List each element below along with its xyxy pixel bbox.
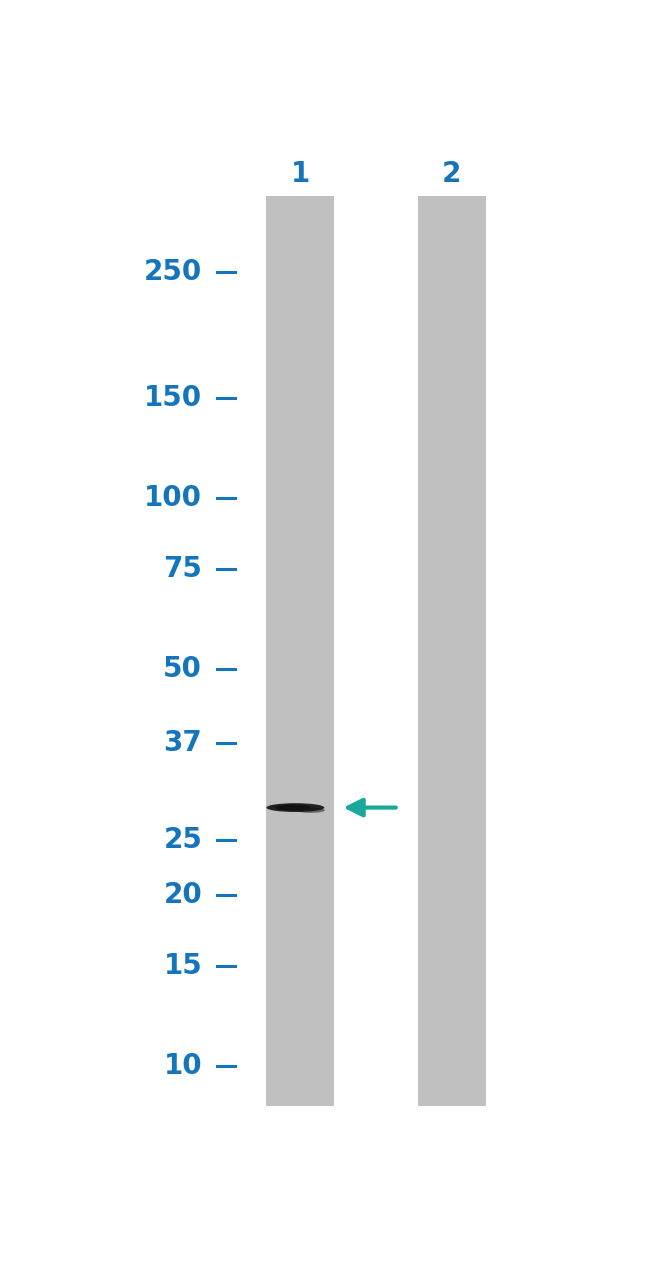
Ellipse shape xyxy=(296,808,325,813)
Text: 50: 50 xyxy=(163,655,202,683)
Text: 100: 100 xyxy=(144,484,202,512)
Bar xyxy=(417,197,486,1106)
Text: 10: 10 xyxy=(164,1052,202,1080)
Text: 15: 15 xyxy=(163,951,202,980)
Bar xyxy=(266,197,334,1106)
Text: 150: 150 xyxy=(144,384,202,413)
Ellipse shape xyxy=(276,804,310,810)
Text: 250: 250 xyxy=(144,258,202,286)
Text: 37: 37 xyxy=(163,729,202,757)
Ellipse shape xyxy=(266,803,324,812)
Text: 20: 20 xyxy=(163,881,202,909)
Text: 75: 75 xyxy=(163,555,202,583)
Text: 25: 25 xyxy=(163,826,202,853)
Text: 1: 1 xyxy=(291,160,310,188)
Text: 2: 2 xyxy=(442,160,462,188)
